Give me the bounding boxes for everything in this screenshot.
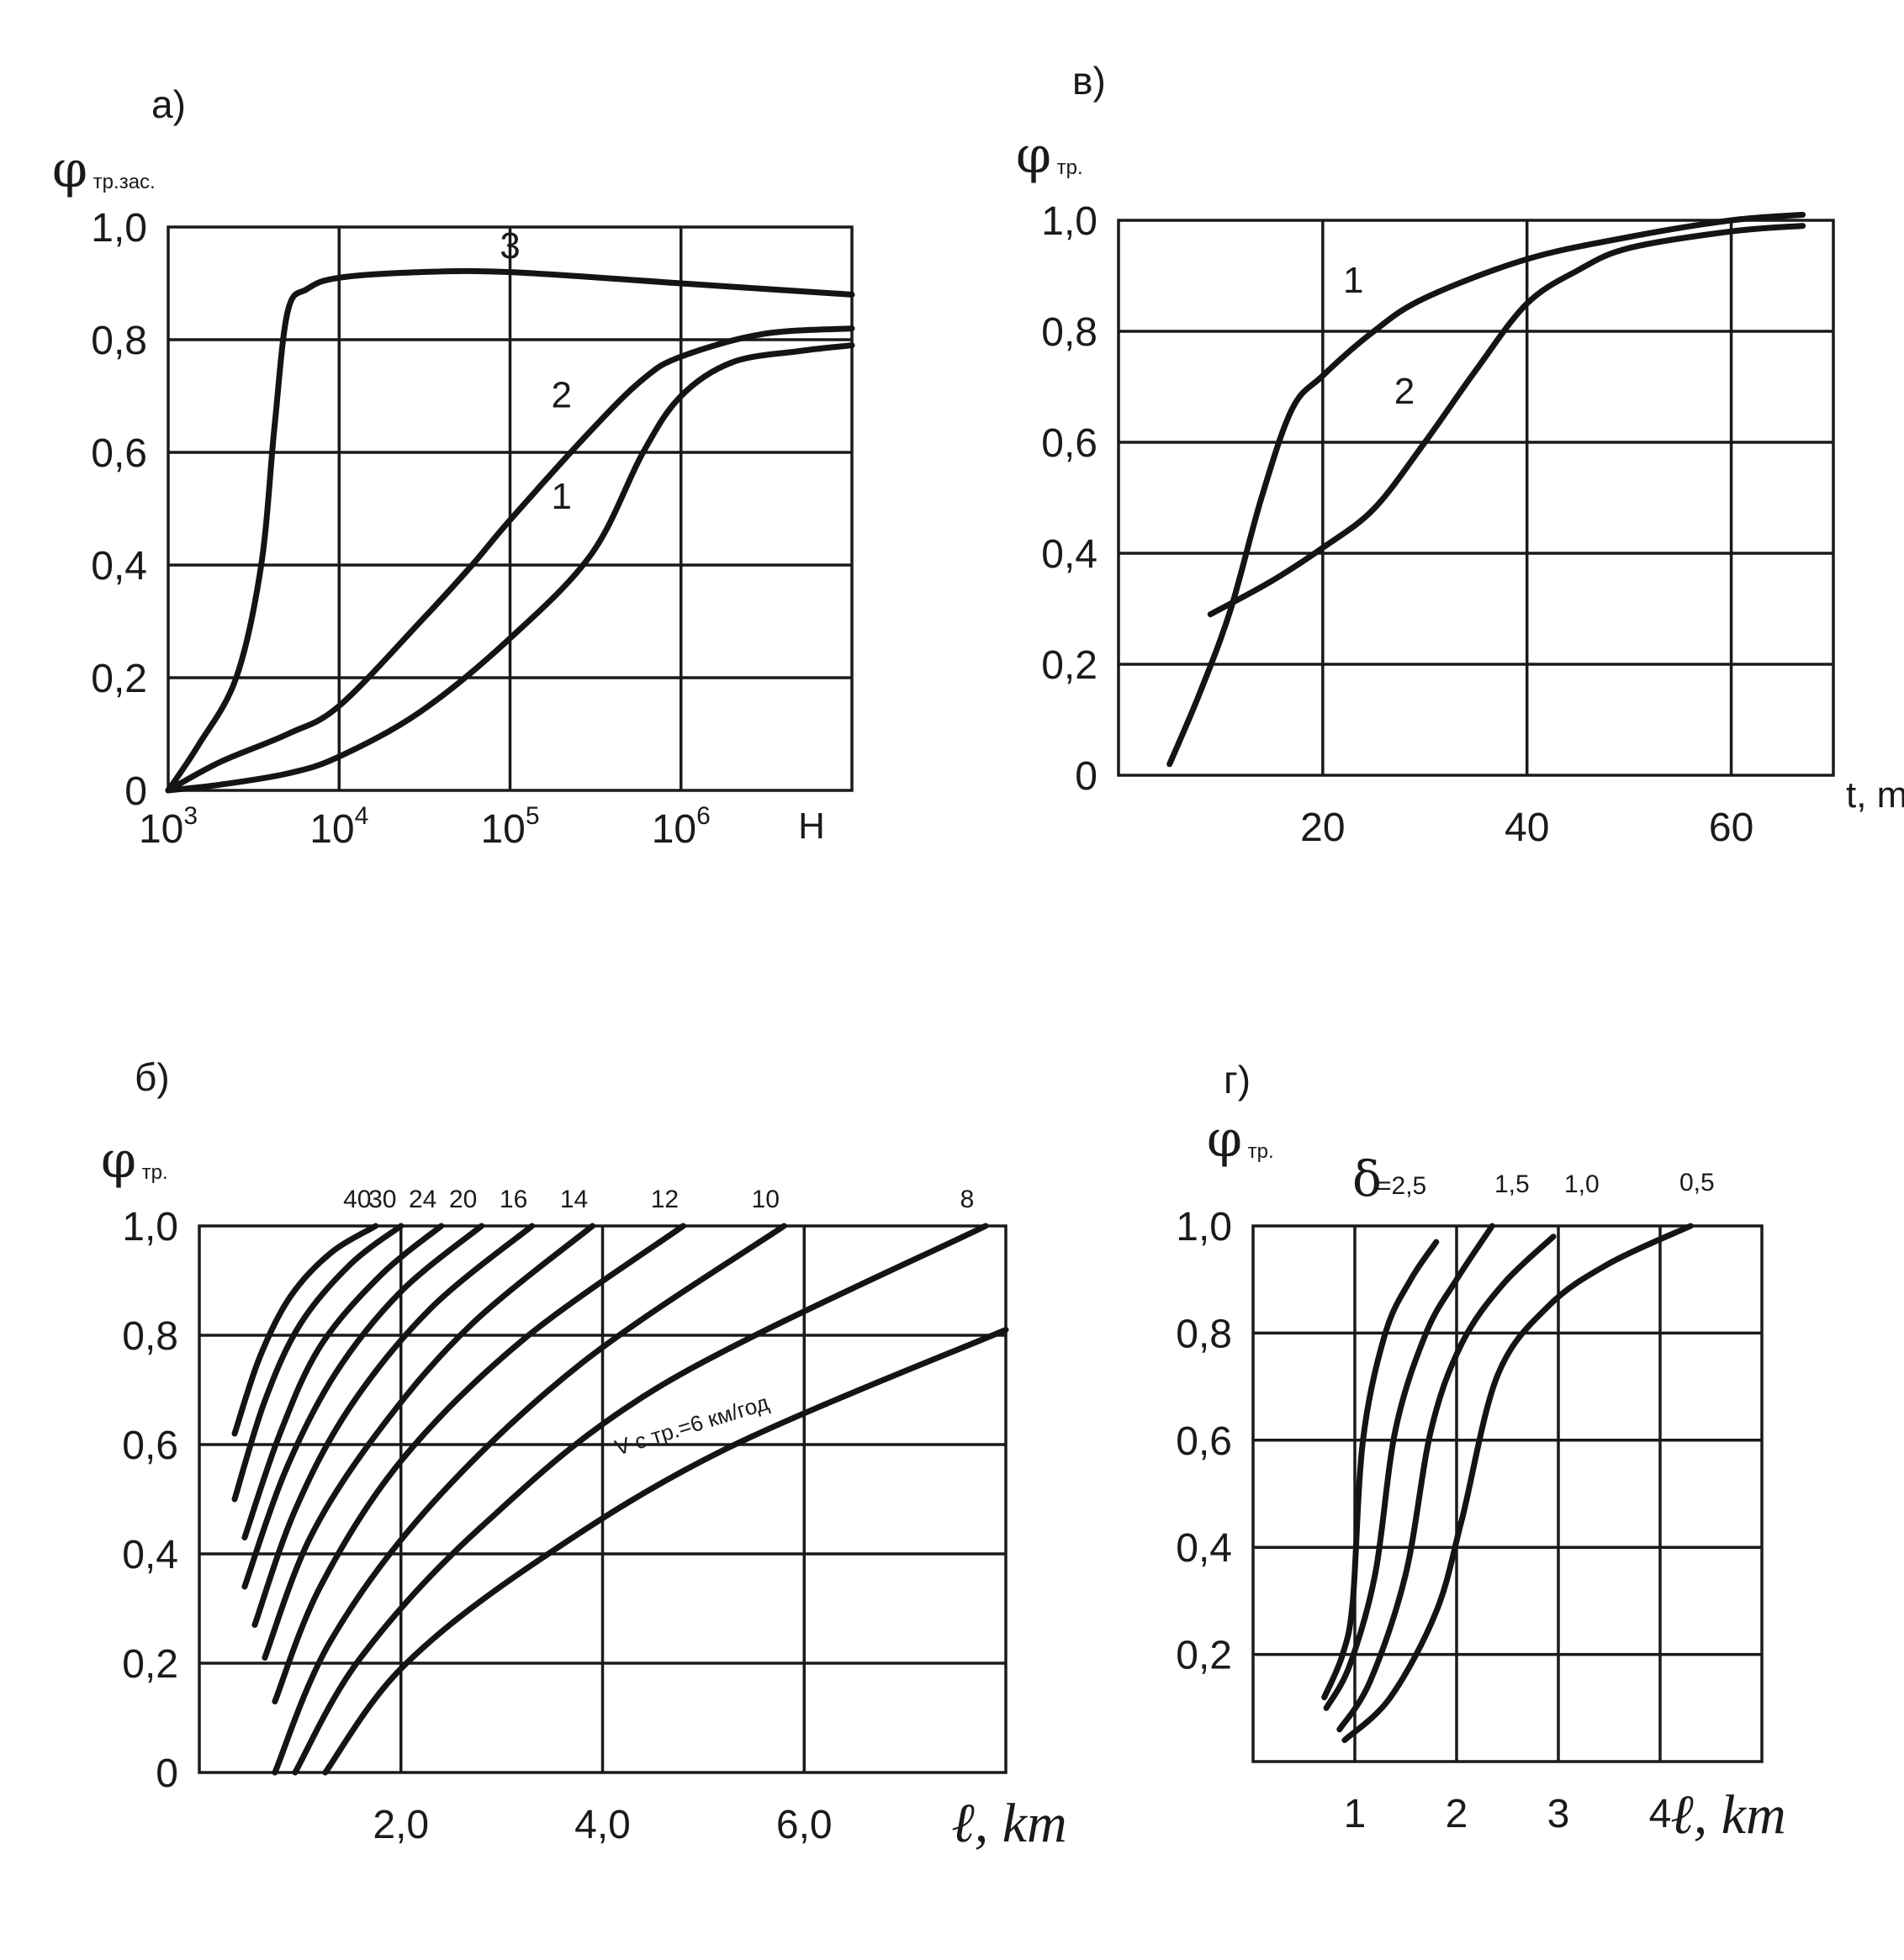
y-tick-label: 0,6 [122, 1424, 178, 1468]
y-tick-label: 1,0 [1041, 199, 1097, 244]
series-label: 1,5 [1494, 1170, 1530, 1198]
series-label: 40 [343, 1186, 371, 1213]
series-line [262, 1223, 595, 1661]
panel-label: б) [135, 1055, 170, 1099]
y-tick-label: 0,6 [1041, 421, 1097, 466]
series-line [165, 267, 855, 794]
x-tick-label: 1 [1344, 1792, 1367, 1836]
series-line [241, 1223, 485, 1590]
x-axis-label: ℓ, km [1670, 1784, 1785, 1846]
y-tick-label: 1,0 [91, 206, 147, 251]
series-label: 10 [752, 1186, 780, 1213]
x-tick-label: 2 [1446, 1792, 1468, 1836]
series-label: 14 [560, 1186, 588, 1213]
series-line [1207, 223, 1806, 618]
y-axis-label: φ тр. [101, 1131, 168, 1190]
y-axis-label: φ тр. [1016, 126, 1083, 185]
x-tick-label: 4,0 [574, 1803, 631, 1847]
chart-panel-v: в) φ тр. 0 0,2 0,4 0,6 0,8 1,0 20 40 60 t, min 1 2 [1016, 59, 1904, 850]
series-label: 3 [500, 225, 520, 267]
x-tick-label: 3 [1547, 1792, 1570, 1836]
x-axis-label: Н [798, 806, 825, 847]
series-line [272, 1223, 686, 1704]
series-label: 30 [368, 1186, 396, 1213]
y-tick-label: 0,2 [122, 1642, 178, 1687]
series-line [1336, 1234, 1557, 1733]
y-tick-label: 0,4 [91, 544, 147, 589]
y-tick-label: 0,4 [1041, 532, 1097, 577]
x-tick-label: 105 [480, 802, 539, 852]
x-tick-label: 104 [309, 802, 368, 852]
panel-label: а) [151, 82, 186, 126]
y-tick-label: 0 [156, 1751, 178, 1796]
y-tick-label: 1,0 [122, 1205, 178, 1249]
chart-panel-g: г) φ тр. 0,2 0,4 0,6 0,8 1,0 1 2 3 4ℓ, km δ=2,5 1,5 1… [1176, 1058, 1785, 1846]
series-label: 2 [1394, 371, 1415, 412]
series-label: 24 [409, 1186, 436, 1213]
legend-symbol: δ [1352, 1150, 1382, 1207]
series-label: 12 [651, 1186, 679, 1213]
series-line [1323, 1223, 1495, 1711]
series-line [231, 1223, 405, 1503]
y-axis-label: φ тр.зас. [52, 140, 156, 199]
series-line [165, 342, 855, 794]
series-line [292, 1223, 989, 1776]
chart-panel-a: а) φ тр.зас. 0 0,2 0,4 0,6 0,8 1,0 103 104 105 106 Н… [52, 82, 855, 852]
series-label: 0,5 [1679, 1169, 1715, 1197]
series-line [241, 1223, 445, 1540]
y-tick-label: 0,8 [122, 1314, 178, 1359]
y-axis-label: φ тр. [1207, 1110, 1274, 1169]
y-tick-label: 0,8 [91, 319, 147, 363]
series-label: 16 [500, 1186, 527, 1213]
x-tick-label: 4 [1649, 1792, 1672, 1836]
series-line [322, 1327, 1009, 1776]
series-label: 2 [551, 374, 571, 415]
plot-frame [1251, 1224, 1764, 1763]
series-line [231, 1223, 379, 1437]
y-tick-label: 0,8 [1041, 310, 1097, 355]
x-tick-label: 2,0 [373, 1803, 429, 1847]
y-tick-label: 0,6 [91, 431, 147, 476]
series-label: 1 [551, 476, 571, 517]
y-tick-label: 0 [124, 769, 147, 814]
x-axis-label: t, min [1846, 774, 1904, 816]
series-label: 1,0 [1564, 1170, 1600, 1198]
series-label: 20 [449, 1186, 477, 1213]
y-tick-label: 0,4 [1176, 1526, 1232, 1571]
y-tick-label: 0,6 [1176, 1419, 1232, 1464]
y-tick-label: 0,2 [1041, 643, 1097, 688]
y-tick-label: 0,2 [91, 657, 147, 701]
panel-label: г) [1224, 1058, 1251, 1102]
y-tick-label: 0,8 [1176, 1312, 1232, 1356]
x-tick-label: 106 [652, 802, 711, 852]
series-line [272, 1223, 787, 1776]
x-tick-label: 6,0 [776, 1803, 833, 1847]
series-line [1341, 1223, 1694, 1743]
y-tick-label: 0,2 [1176, 1634, 1232, 1678]
x-tick-label: 60 [1709, 806, 1753, 850]
series-line [1321, 1239, 1440, 1701]
x-axis-label: ℓ, km [951, 1793, 1066, 1854]
series-label: =2,5 [1377, 1172, 1426, 1200]
series-line [1166, 211, 1806, 768]
y-tick-label: 0,4 [122, 1533, 178, 1577]
x-tick-label: 40 [1505, 806, 1549, 850]
plot-frame [1117, 219, 1835, 777]
series-line [251, 1223, 536, 1628]
series-line [165, 325, 855, 794]
series-label: 8 [960, 1186, 975, 1213]
series-label: 1 [1343, 260, 1363, 301]
y-tick-label: 0 [1075, 754, 1097, 799]
x-tick-label: 103 [139, 802, 198, 852]
panel-label: в) [1072, 59, 1106, 103]
y-tick-label: 1,0 [1176, 1205, 1232, 1249]
x-tick-label: 20 [1300, 806, 1345, 850]
chart-panel-b: б) φ тр. 0 0,2 0,4 0,6 0,8 1,0 2,0 4,0 6,0 ℓ, km 403… [101, 1055, 1067, 1854]
